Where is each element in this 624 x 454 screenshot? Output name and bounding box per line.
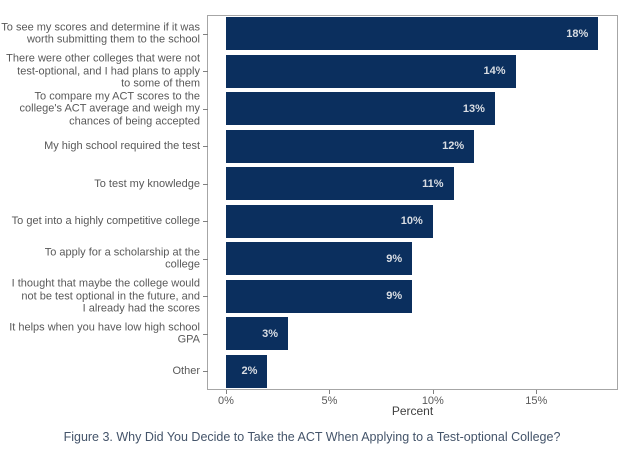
category-label-line: My high school required the test	[44, 140, 200, 152]
bar: 18%	[226, 17, 599, 51]
category-label: To compare my ACT scores to the college's…	[0, 90, 200, 128]
bar-row: My high school required the test 12%	[0, 128, 624, 166]
bar: 3%	[226, 317, 289, 351]
x-tick-mark	[536, 390, 538, 394]
value-label: 11%	[422, 177, 444, 190]
category-label: Other	[0, 365, 200, 378]
bar: 10%	[226, 204, 433, 238]
x-tick-label: 15%	[525, 395, 548, 407]
y-tick-mark	[203, 371, 208, 373]
category-label-line: To see my scores and determine if it was	[1, 21, 200, 34]
value-label: 13%	[462, 102, 485, 115]
x-tick-label: 0%	[218, 395, 234, 407]
value-label: 9%	[386, 252, 403, 265]
value-label: 9%	[386, 290, 403, 303]
y-tick-mark	[203, 183, 208, 185]
bar: 11%	[226, 167, 454, 201]
bar: 14%	[226, 54, 516, 88]
bar-row: I thought that maybe the college would no…	[0, 278, 624, 316]
y-tick-mark	[203, 258, 208, 260]
plot-rows: To see my scores and determine if it was…	[0, 15, 624, 390]
value-label: 3%	[262, 327, 279, 340]
y-tick-mark	[203, 146, 208, 148]
bar: 13%	[226, 92, 495, 126]
bar-row: To get into a highly competitive college…	[0, 203, 624, 241]
category-label-line: I thought that maybe the college would	[11, 277, 200, 290]
category-label-line: to some of them	[121, 77, 200, 90]
category-label: To get into a highly competitive college	[0, 215, 200, 228]
category-label: To test my knowledge	[0, 178, 200, 191]
x-tick-mark	[432, 390, 434, 394]
category-label-line: chances of being accepted	[69, 115, 200, 127]
category-label-line: I already had the scores	[82, 302, 200, 315]
y-tick-mark	[203, 33, 208, 35]
category-label-line: To get into a highly competitive college	[11, 215, 200, 227]
value-label: 12%	[442, 140, 465, 153]
bar-row: It helps when you have low high school GP…	[0, 315, 624, 353]
category-label: To see my scores and determine if it was…	[0, 21, 200, 46]
category-label-line: college	[165, 258, 200, 271]
x-tick-mark	[329, 390, 331, 394]
bar: 9%	[226, 279, 413, 313]
category-label: To apply for a scholarship at the college	[0, 246, 200, 271]
category-label-line: To test my knowledge	[94, 177, 200, 190]
category-label: There were other colleges that were not t…	[0, 53, 200, 91]
y-tick-mark	[203, 221, 208, 223]
bar-row: There were other colleges that were not t…	[0, 53, 624, 91]
bar-chart: To see my scores and determine if it was…	[0, 15, 624, 418]
x-axis: 0% 5% 10% 15%	[0, 390, 624, 412]
bar: 2%	[226, 354, 268, 388]
category-label-line: GPA	[177, 333, 200, 346]
category-label-line: college's ACT average and weigh my	[19, 102, 200, 115]
bar-row: To see my scores and determine if it was…	[0, 15, 624, 53]
category-label: It helps when you have low high school GP…	[0, 321, 200, 346]
bar-row: To compare my ACT scores to the college's…	[0, 90, 624, 128]
category-label-line: not be test optional in the future, and	[21, 290, 200, 302]
value-label: 10%	[400, 215, 423, 228]
value-label: 2%	[241, 365, 258, 378]
category-label-line: It helps when you have low high school	[9, 321, 200, 334]
category-label-line: Other	[172, 365, 200, 377]
category-label-line: To apply for a scholarship at the	[44, 246, 200, 259]
y-tick-mark	[203, 333, 208, 335]
category-label: My high school required the test	[0, 140, 200, 153]
y-tick-mark	[203, 296, 208, 298]
value-label: 18%	[566, 27, 589, 40]
x-tick-mark	[226, 390, 227, 394]
bar: 9%	[226, 242, 413, 276]
x-tick-label: 10%	[421, 395, 444, 407]
x-tick-label: 5%	[321, 395, 338, 407]
bar-row: To test my knowledge 11%	[0, 165, 624, 203]
category-label-line: There were other colleges that were not	[6, 52, 200, 65]
value-label: 14%	[483, 65, 506, 78]
category-label: I thought that maybe the college would no…	[0, 278, 200, 316]
bar-row: Other 2%	[0, 353, 624, 391]
y-tick-mark	[203, 71, 208, 73]
category-label-line: worth submitting them to the school	[26, 33, 200, 46]
figure-caption: Figure 3. Why Did You Decide to Take the…	[63, 430, 561, 444]
y-tick-mark	[203, 108, 208, 110]
x-axis-title: Percent	[391, 404, 434, 418]
bar: 12%	[226, 129, 475, 163]
category-label-line: test-optional, and I had plans to apply	[17, 65, 200, 77]
category-label-line: To compare my ACT scores to the	[34, 90, 200, 102]
bar-row: To apply for a scholarship at the college…	[0, 240, 624, 278]
